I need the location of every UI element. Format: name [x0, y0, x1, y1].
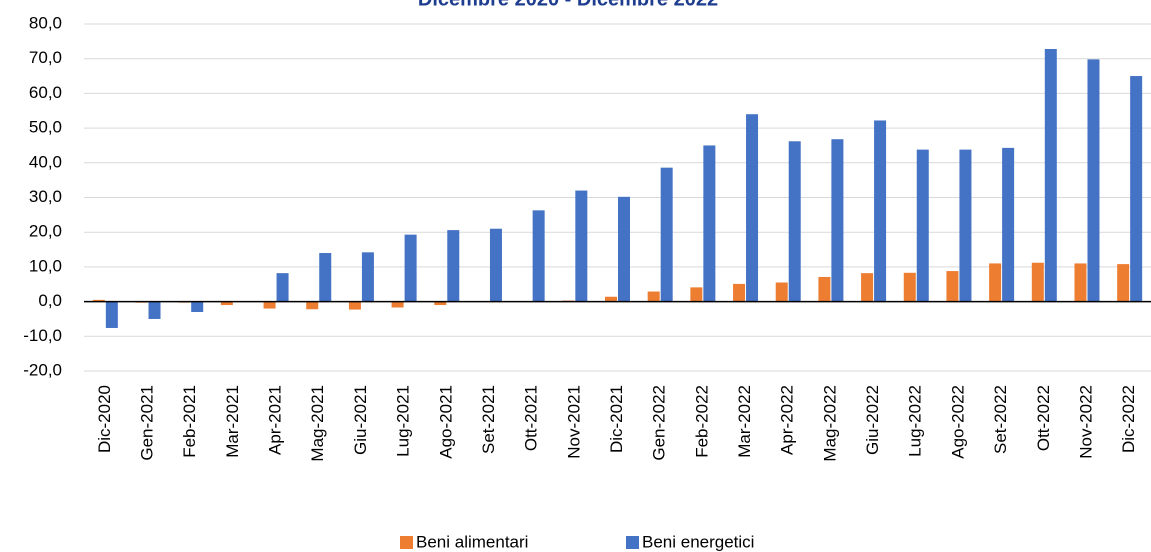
- y-tick-label: 40,0: [29, 152, 62, 171]
- x-tick-label: Dic-2021: [607, 385, 626, 453]
- bar: [1002, 147, 1015, 302]
- legend-swatch: [400, 536, 413, 549]
- y-tick-label: -20,0: [23, 360, 62, 379]
- bar: [831, 139, 844, 302]
- bar: [903, 272, 916, 302]
- y-tick-label: 50,0: [29, 118, 62, 137]
- y-tick-label: 70,0: [29, 48, 62, 67]
- bar: [1031, 262, 1044, 302]
- bar: [361, 252, 374, 302]
- bar: [605, 296, 617, 302]
- bar: [575, 190, 588, 302]
- chart-title: Dicembre 2020 - Dicembre 2022: [418, 0, 718, 10]
- bar: [404, 234, 417, 302]
- x-tick-label: Mar-2022: [735, 385, 754, 458]
- y-tick-label: 80,0: [29, 13, 62, 32]
- legend-label: Beni energetici: [642, 532, 754, 551]
- bar: [703, 145, 716, 302]
- bar: [959, 149, 972, 302]
- y-tick-label: 60,0: [29, 83, 62, 102]
- x-tick-label: Lug-2022: [906, 385, 925, 457]
- bar: [319, 253, 332, 302]
- bar: [263, 301, 276, 309]
- bar: [618, 196, 630, 302]
- bar: [532, 210, 545, 302]
- bar: [818, 276, 831, 302]
- bar: [220, 301, 233, 306]
- bar: [874, 120, 887, 302]
- bar: [276, 273, 289, 302]
- x-tick-label: Mar-2021: [223, 385, 242, 458]
- bar: [989, 263, 1002, 302]
- x-tick-label: Set-2021: [479, 385, 498, 454]
- legend-label: Beni alimentari: [416, 532, 528, 551]
- bar: [348, 301, 361, 310]
- bar: [391, 301, 404, 308]
- x-tick-label: Nov-2021: [564, 385, 583, 459]
- bar: [489, 228, 502, 302]
- x-tick-label: Ott-2022: [1034, 385, 1053, 451]
- bar: [105, 301, 118, 328]
- bar: [1130, 76, 1143, 302]
- bar: [1044, 48, 1057, 302]
- bar: [861, 273, 874, 302]
- x-tick-label: Dic-2020: [95, 385, 114, 453]
- bar: [191, 301, 204, 313]
- bar: [1087, 59, 1100, 302]
- x-tick-label: Feb-2021: [180, 385, 199, 458]
- bar: [916, 149, 929, 302]
- bar: [775, 282, 788, 302]
- legend-swatch: [626, 536, 639, 549]
- y-tick-label: 30,0: [29, 187, 62, 206]
- x-tick-label: Feb-2022: [692, 385, 711, 458]
- y-tick-label: 20,0: [29, 222, 62, 241]
- x-tick-label: Ago-2021: [436, 385, 455, 459]
- y-tick-label: -10,0: [23, 326, 62, 345]
- x-tick-label: Giu-2022: [863, 385, 882, 455]
- bar: [434, 301, 447, 306]
- bar: [788, 141, 801, 302]
- bar: [1117, 264, 1130, 302]
- x-tick-label: Set-2022: [991, 385, 1010, 454]
- x-tick-label: Lug-2021: [394, 385, 413, 457]
- x-tick-label: Nov-2022: [1076, 385, 1095, 459]
- bar: [660, 167, 673, 302]
- x-tick-label: Gen-2021: [138, 385, 157, 461]
- bar: [946, 271, 959, 302]
- bar: [647, 291, 660, 302]
- x-tick-label: Mag-2021: [308, 385, 327, 462]
- bar: [690, 287, 703, 302]
- y-tick-label: 0,0: [38, 291, 62, 310]
- bar: [92, 299, 105, 302]
- x-tick-label: Gen-2022: [650, 385, 669, 461]
- x-tick-label: Giu-2021: [351, 385, 370, 455]
- bar: [306, 301, 319, 310]
- y-tick-label: 10,0: [29, 256, 62, 275]
- x-tick-label: Mag-2022: [820, 385, 839, 462]
- x-tick-label: Ago-2022: [948, 385, 967, 459]
- bar: [1074, 263, 1087, 302]
- bar: [733, 283, 746, 302]
- bar: [148, 301, 161, 319]
- x-tick-label: Ott-2021: [522, 385, 541, 451]
- bar: [447, 230, 460, 302]
- x-tick-label: Dic-2022: [1119, 385, 1138, 453]
- x-tick-label: Apr-2022: [778, 385, 797, 455]
- x-tick-label: Apr-2021: [266, 385, 285, 455]
- bar: [746, 114, 759, 302]
